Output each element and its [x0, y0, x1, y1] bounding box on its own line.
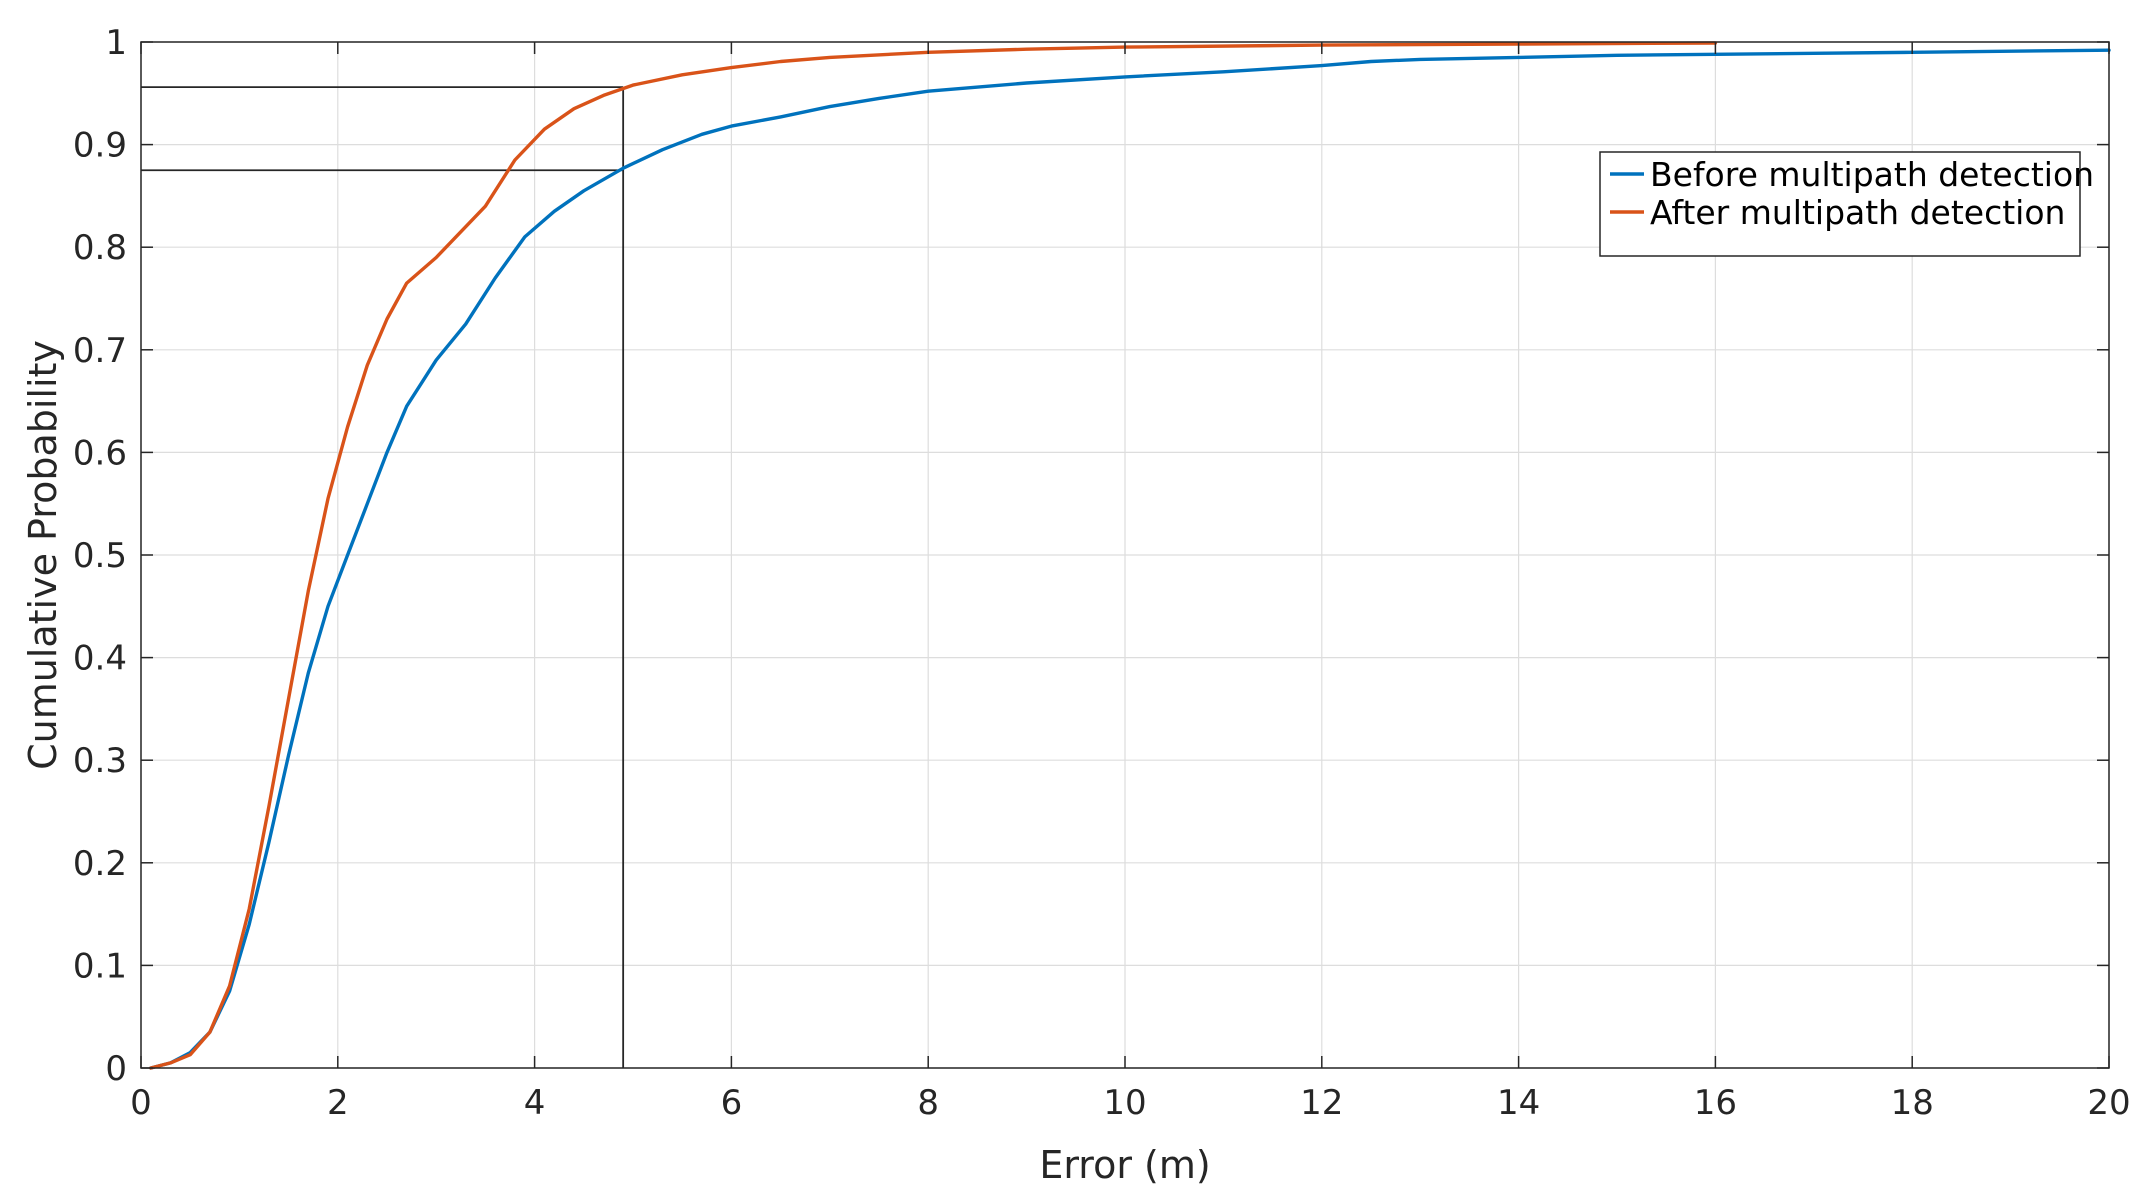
x-tick-label: 20 — [2087, 1083, 2130, 1123]
legend-box — [1599, 151, 2081, 257]
x-tick-label: 14 — [1497, 1083, 1540, 1123]
x-axis-label: Error (m) — [1039, 1143, 1210, 1187]
series-lines — [149, 41, 2111, 1070]
y-axis-label: Cumulative Probability — [21, 340, 65, 770]
y-tick-label: 0.9 — [73, 126, 127, 166]
x-tick-label: 16 — [1694, 1083, 1737, 1123]
y-tick-label: 0.8 — [73, 228, 127, 268]
x-tick-label: 6 — [721, 1083, 743, 1123]
x-tick-label: 10 — [1103, 1083, 1146, 1123]
y-tick-label: 0.5 — [73, 536, 127, 576]
y-tick-label: 0.2 — [73, 844, 127, 884]
x-tick-label: 8 — [917, 1083, 939, 1123]
series-line-2 — [149, 41, 1718, 1070]
legend-label-2: After multipath detection — [1650, 193, 2065, 232]
y-tick-label: 0.1 — [73, 946, 127, 986]
y-tick-label: 0 — [105, 1049, 127, 1089]
x-tick-label: 2 — [327, 1083, 349, 1123]
x-tick-label: 4 — [524, 1083, 546, 1123]
x-tick-label: 0 — [130, 1083, 152, 1123]
y-tick-label: 0.4 — [73, 639, 127, 679]
y-tick-label: 0.7 — [73, 331, 127, 371]
axis-ticks — [140, 41, 2110, 1069]
series-line-1 — [149, 48, 2111, 1070]
y-tick-label: 0.3 — [73, 741, 127, 781]
reference-lines — [141, 86, 625, 1068]
x-tick-labels: 0 2 4 6 8 10 12 14 16 18 20 — [130, 1083, 2130, 1123]
x-tick-label: 12 — [1300, 1083, 1343, 1123]
y-tick-labels: 0 0.1 0.2 0.3 0.4 0.5 0.6 0.7 0.8 0.9 1 — [73, 23, 127, 1089]
x-tick-label: 18 — [1891, 1083, 1934, 1123]
legend-label-1: Before multipath detection — [1650, 155, 2094, 194]
y-tick-label: 1 — [105, 23, 127, 63]
y-tick-label: 0.6 — [73, 433, 127, 473]
